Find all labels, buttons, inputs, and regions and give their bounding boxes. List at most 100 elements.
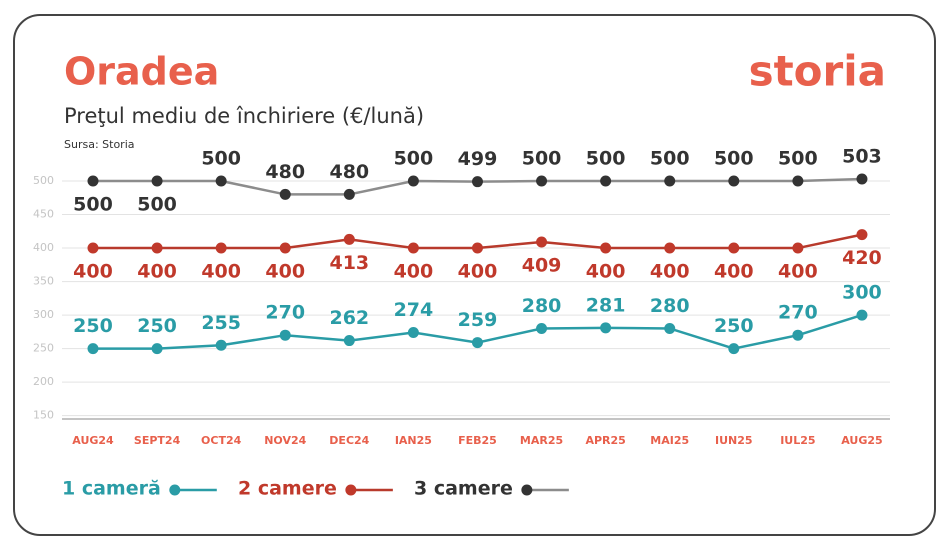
- x-tick-label: AUG24: [72, 434, 114, 447]
- value-label: 413: [329, 252, 369, 274]
- point: [87, 242, 99, 254]
- chart-subtitle: Preţul mediu de închiriere (€/lună): [64, 104, 424, 128]
- logo: storia: [749, 47, 886, 96]
- point: [87, 175, 99, 187]
- point: [856, 173, 868, 185]
- x-tick-label: IUL25: [780, 434, 815, 447]
- point: [407, 242, 419, 254]
- value-label: 400: [458, 261, 498, 283]
- point: [792, 175, 804, 187]
- value-label: 280: [650, 295, 690, 317]
- x-tick-label: DEC24: [329, 434, 369, 447]
- point: [215, 242, 227, 254]
- point: [536, 175, 548, 187]
- y-tick-label: 200: [33, 375, 54, 388]
- value-label: 255: [201, 312, 241, 334]
- point: [536, 322, 548, 334]
- point: [664, 175, 676, 187]
- point: [471, 337, 483, 349]
- point: [728, 242, 740, 254]
- point: [471, 242, 483, 254]
- point: [215, 339, 227, 351]
- x-tick-label: IAN25: [395, 434, 432, 447]
- value-label: 500: [714, 148, 754, 170]
- point: [87, 343, 99, 355]
- value-label: 400: [714, 261, 754, 283]
- value-label: 400: [650, 261, 690, 283]
- point: [279, 242, 291, 254]
- source: Sursa: Storia: [64, 138, 135, 151]
- x-tick-label: MAR25: [520, 434, 563, 447]
- legend-label: 2 camere: [238, 478, 337, 500]
- value-label: 400: [137, 261, 177, 283]
- x-tick-label: AUG25: [841, 434, 882, 447]
- value-label: 400: [201, 261, 241, 283]
- point: [792, 242, 804, 254]
- y-tick-label: 250: [33, 342, 54, 355]
- value-label: 400: [265, 261, 305, 283]
- point: [407, 327, 419, 339]
- point: [728, 343, 740, 355]
- value-label: 409: [522, 255, 562, 277]
- y-tick-label: 350: [33, 275, 54, 288]
- value-label: 259: [458, 309, 498, 331]
- value-label: 500: [522, 148, 562, 170]
- value-label: 500: [778, 148, 818, 170]
- value-label: 281: [586, 294, 626, 316]
- value-label: 400: [586, 261, 626, 283]
- value-label: 500: [650, 148, 690, 170]
- y-tick-label: 400: [33, 241, 54, 254]
- x-tick-label: APR25: [585, 434, 625, 447]
- legend-marker: [345, 484, 357, 496]
- legend-label: 1 cameră: [62, 478, 161, 500]
- legend-marker: [521, 484, 533, 496]
- value-label: 250: [137, 315, 177, 337]
- value-label: 250: [73, 315, 113, 337]
- point: [151, 175, 163, 187]
- value-label: 400: [394, 261, 434, 283]
- value-label: 500: [73, 194, 113, 216]
- value-label: 480: [265, 161, 305, 183]
- point: [792, 329, 804, 341]
- value-label: 270: [778, 302, 818, 324]
- x-tick-label: NOV24: [264, 434, 306, 447]
- value-label: 274: [394, 299, 434, 321]
- value-label: 500: [394, 148, 434, 170]
- x-tick-label: FEB25: [458, 434, 497, 447]
- value-label: 270: [265, 302, 305, 324]
- value-label: 499: [458, 148, 498, 170]
- point: [151, 242, 163, 254]
- legend-label: 3 camere: [414, 478, 513, 500]
- value-label: 280: [522, 295, 562, 317]
- value-label: 250: [714, 315, 754, 337]
- point: [343, 335, 355, 347]
- point: [407, 175, 419, 187]
- value-label: 420: [842, 247, 882, 269]
- point: [343, 188, 355, 200]
- value-label: 400: [778, 261, 818, 283]
- chart-title: Oradea: [64, 50, 219, 94]
- point: [215, 175, 227, 187]
- point: [856, 309, 868, 321]
- x-tick-label: SEPT24: [134, 434, 181, 447]
- point: [600, 322, 612, 334]
- value-label: 262: [329, 307, 369, 329]
- legend-marker: [169, 484, 181, 496]
- x-tick-label: IUN25: [715, 434, 753, 447]
- point: [664, 242, 676, 254]
- point: [600, 175, 612, 187]
- point: [343, 233, 355, 245]
- x-tick-label: MAI25: [650, 434, 689, 447]
- point: [279, 188, 291, 200]
- value-label: 400: [73, 261, 113, 283]
- point: [536, 236, 548, 248]
- point: [600, 242, 612, 254]
- point: [728, 175, 740, 187]
- value-label: 500: [201, 148, 241, 170]
- y-tick-label: 150: [33, 409, 54, 422]
- y-tick-label: 300: [33, 308, 54, 321]
- y-tick-label: 500: [33, 174, 54, 187]
- point: [471, 176, 483, 188]
- point: [279, 329, 291, 341]
